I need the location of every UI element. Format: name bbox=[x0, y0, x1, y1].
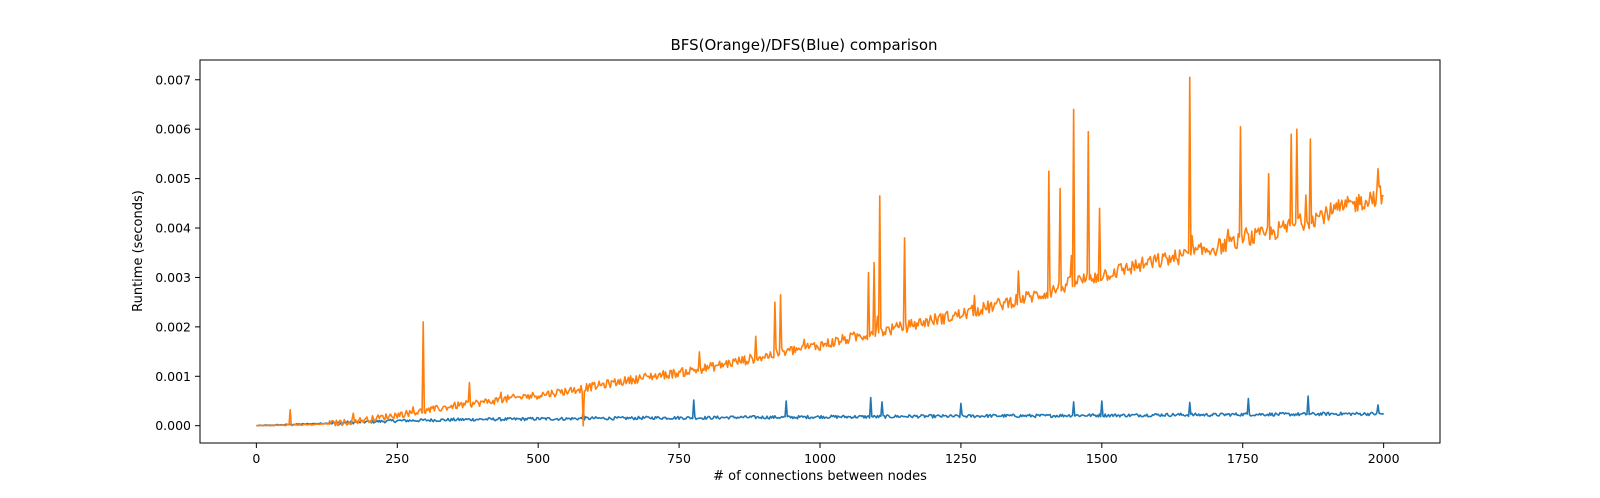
x-tick-label: 250 bbox=[385, 451, 409, 466]
x-tick-label: 750 bbox=[667, 451, 691, 466]
y-tick-label: 0.000 bbox=[155, 418, 191, 433]
y-axis: 0.000 0.001 0.002 0.003 0.004 0.005 0.006 0.007 bbox=[155, 72, 200, 433]
chart-title: BFS(Orange)/DFS(Blue) comparison bbox=[670, 36, 937, 54]
x-axis-label: # of connections between nodes bbox=[713, 469, 927, 484]
series-line-bfs bbox=[256, 76, 1384, 427]
y-tick-label: 0.007 bbox=[155, 72, 191, 87]
series-line-dfs bbox=[256, 395, 1385, 427]
y-tick-label: 0.002 bbox=[155, 319, 191, 334]
x-tick-label: 1000 bbox=[804, 451, 836, 466]
y-axis-label: Runtime (seconds) bbox=[131, 190, 146, 312]
x-tick-label: 1750 bbox=[1227, 451, 1259, 466]
plot-lines bbox=[256, 76, 1385, 427]
y-tick-label: 0.005 bbox=[155, 171, 191, 186]
y-tick-label: 0.003 bbox=[155, 270, 191, 285]
y-tick-label: 0.006 bbox=[155, 122, 191, 137]
x-tick-label: 0 bbox=[252, 451, 260, 466]
x-tick-label: 2000 bbox=[1368, 451, 1400, 466]
x-tick-label: 1250 bbox=[945, 451, 977, 466]
x-tick-label: 1500 bbox=[1086, 451, 1118, 466]
y-tick-label: 0.004 bbox=[155, 221, 191, 236]
y-tick-label: 0.001 bbox=[155, 369, 191, 384]
x-tick-label: 500 bbox=[526, 451, 550, 466]
x-axis: 0 250 500 750 1000 1250 1500 1750 2000 bbox=[252, 443, 1400, 466]
